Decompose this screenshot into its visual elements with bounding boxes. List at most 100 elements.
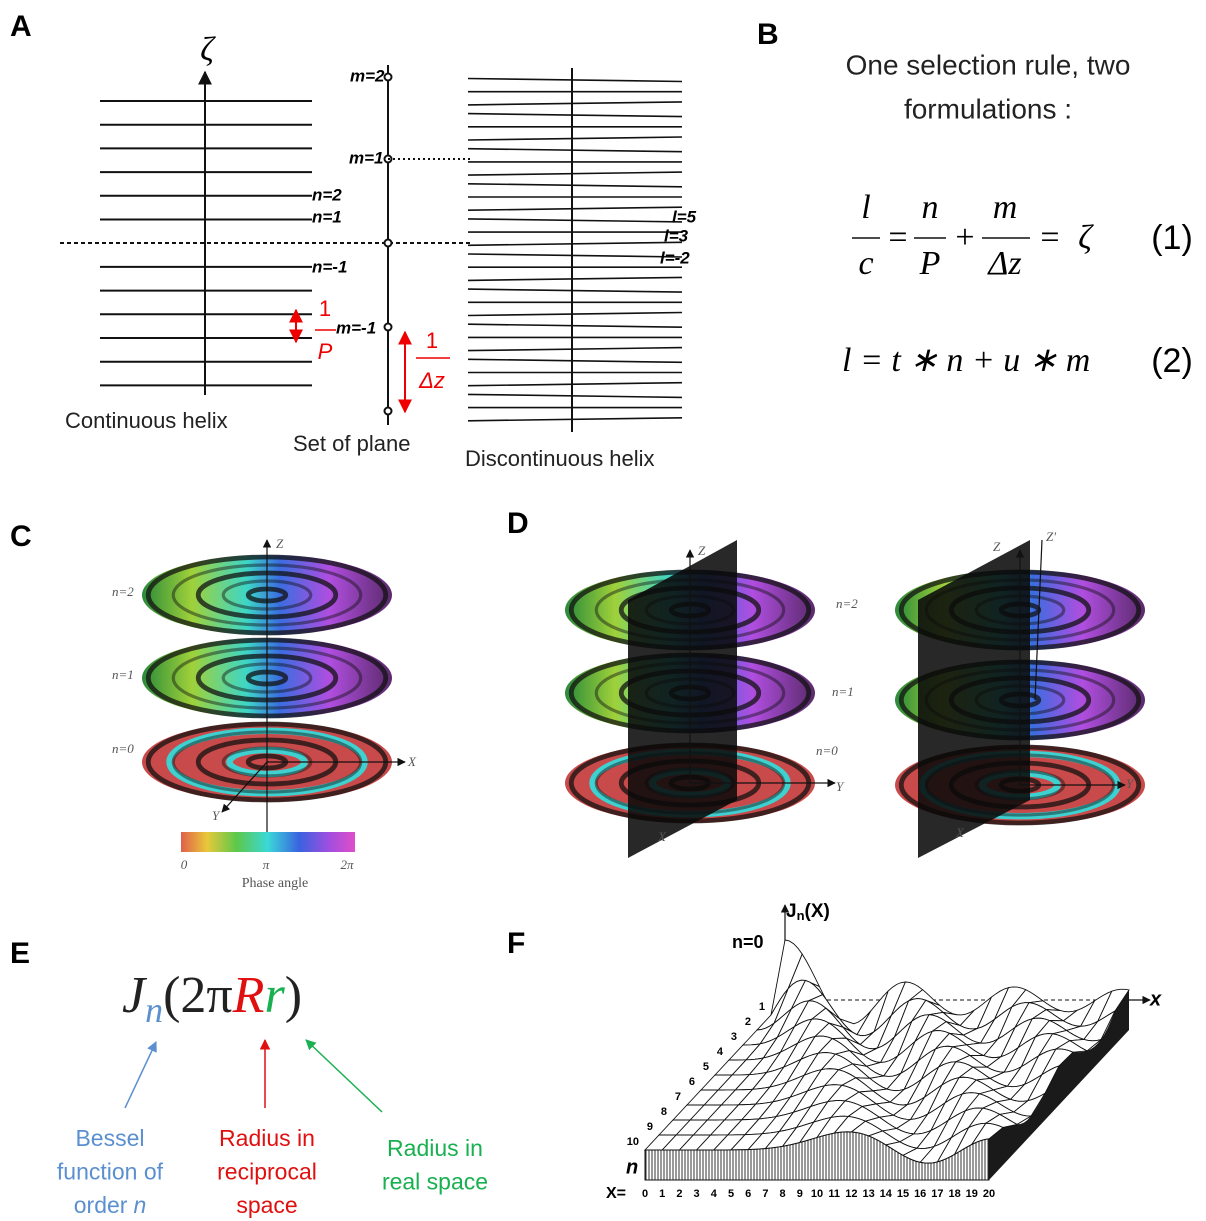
axis-label: ζ — [200, 31, 216, 68]
annotation: reciprocal — [217, 1159, 317, 1185]
layer-label: n=0 — [816, 743, 838, 758]
n-tick-label: 4 — [717, 1046, 724, 1058]
n-tick-label: 5 — [703, 1061, 709, 1073]
axis-prefix: X= — [606, 1185, 626, 1202]
x-tick-label: 19 — [966, 1188, 978, 1200]
equation-part: m — [993, 189, 1018, 226]
colorbar-tick: π — [263, 857, 270, 872]
equation-part: = — [1040, 219, 1059, 256]
annotation: Bessel — [75, 1125, 144, 1151]
helix-line — [468, 277, 682, 280]
helix-line — [468, 242, 682, 245]
plane-label: m=1 — [349, 148, 384, 167]
formula-part: R — [232, 967, 265, 1024]
n-tick-label: 10 — [627, 1136, 639, 1148]
x-tick-label: 7 — [762, 1188, 768, 1200]
colorbar-title: Phase angle — [242, 876, 308, 891]
helix-line — [468, 219, 682, 222]
formula-part: r — [264, 967, 285, 1024]
x-tick-label: 17 — [931, 1188, 943, 1200]
panel-label: C — [10, 520, 32, 553]
axis-label: Y — [212, 808, 221, 823]
annotation: Radius in — [219, 1125, 315, 1151]
helix-label: l=3 — [664, 226, 689, 245]
axis-label: n — [626, 1156, 638, 1178]
axis-label: X — [955, 825, 965, 840]
arrow — [125, 1042, 156, 1108]
annotation: function of — [57, 1159, 164, 1185]
x-tick-label: 0 — [642, 1188, 648, 1200]
formula-part: J — [122, 967, 148, 1024]
formula-part: n — [145, 990, 163, 1030]
x-tick-label: 10 — [811, 1188, 823, 1200]
x-tick-label: 14 — [880, 1188, 893, 1200]
layer-label: n=-1 — [312, 257, 347, 276]
axis-label: x — [1149, 988, 1162, 1010]
annotation: ordern — [74, 1192, 147, 1218]
layer-label: n=2 — [312, 185, 342, 204]
x-tick-label: 9 — [797, 1188, 803, 1200]
x-tick-label: 2 — [676, 1188, 682, 1200]
axis-label: Z — [993, 539, 1001, 554]
fraction: Δz — [418, 368, 445, 393]
formula-part: (2π — [163, 967, 233, 1024]
n-tick-label: 8 — [661, 1106, 667, 1118]
x-tick-label: 11 — [828, 1188, 840, 1200]
panel-label: E — [10, 937, 30, 970]
x-tick-label: 16 — [914, 1188, 926, 1200]
fraction: 1 — [319, 296, 331, 321]
plane-node — [385, 408, 392, 415]
helix-line — [468, 149, 682, 152]
helix-line — [468, 184, 682, 187]
equation-part: n — [922, 189, 939, 226]
layer-label: n=1 — [112, 667, 134, 682]
layer-label: n=0 — [112, 741, 134, 756]
plane-node — [385, 74, 392, 81]
annotation-text: order — [74, 1192, 128, 1218]
n-tick-label: 1 — [759, 1001, 765, 1013]
axis-label: X — [407, 754, 417, 769]
n-tick-label: 9 — [647, 1121, 653, 1133]
equation-part: = — [888, 219, 907, 256]
plane-label: m=-1 — [336, 318, 376, 337]
x-tick-label: 13 — [862, 1188, 874, 1200]
fraction: P — [318, 339, 333, 364]
title: One selection rule, two — [846, 49, 1131, 80]
x-tick-label: 5 — [728, 1188, 734, 1200]
x-tick-label: 18 — [948, 1188, 960, 1200]
helix-line — [468, 137, 682, 140]
helix-line — [468, 383, 682, 386]
helix-line — [468, 394, 682, 397]
axis-label: Y — [836, 779, 845, 794]
equation: l = t ∗ n + u ∗ m — [842, 342, 1090, 379]
equation-part: Δz — [986, 245, 1021, 282]
x-tick-label: 1 — [659, 1188, 665, 1200]
layer-label: n=2 — [112, 584, 134, 599]
n-tick-label: 7 — [675, 1091, 681, 1103]
helix-line — [468, 359, 682, 362]
caption: Set of plane — [293, 431, 410, 456]
axis-title-part: n — [797, 908, 805, 923]
helix-line — [468, 348, 682, 351]
order-label: n=0 — [732, 932, 764, 952]
helix-line — [468, 313, 682, 316]
annotation: real space — [382, 1169, 488, 1195]
formula-part: ) — [285, 967, 302, 1024]
formula: Jn(2πRr) — [122, 967, 302, 1030]
equation-number: (2) — [1151, 342, 1193, 380]
helix-line — [468, 289, 682, 292]
x-tick-label: 6 — [745, 1188, 751, 1200]
figure: Aζm=2m=1m=-1n=2n=1n=-1l=5l=3l=-21P1ΔzCon… — [0, 0, 1206, 1221]
equation-part: ζ — [1078, 219, 1094, 256]
helix-line — [468, 79, 682, 82]
n-tick-label: 3 — [731, 1031, 737, 1043]
helix-line — [468, 418, 682, 421]
plane-node — [385, 240, 392, 247]
layer-label: n=2 — [836, 596, 858, 611]
caption: Continuous helix — [65, 408, 228, 433]
helix-line — [468, 114, 682, 117]
panel-label: F — [507, 927, 525, 960]
helix-label: l=5 — [672, 207, 697, 226]
title: formulations : — [904, 93, 1072, 124]
layer-label: n=1 — [312, 207, 342, 226]
